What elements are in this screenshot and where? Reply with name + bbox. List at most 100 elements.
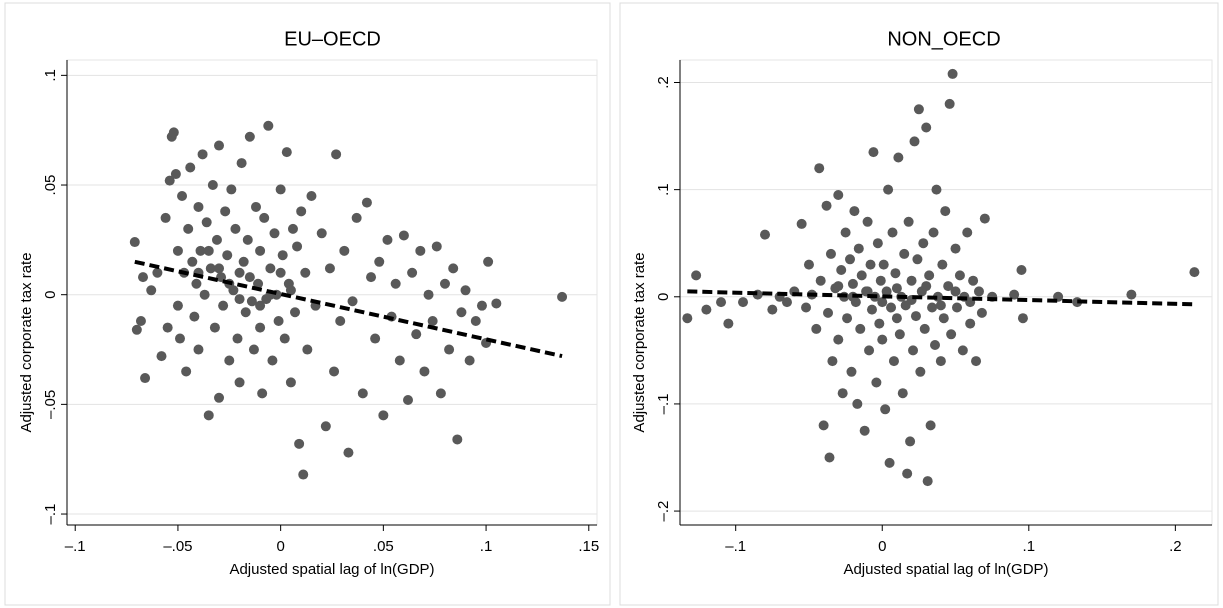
point	[837, 388, 848, 399]
point	[912, 254, 923, 265]
point	[351, 212, 362, 223]
point	[431, 241, 442, 252]
point	[1016, 265, 1027, 275]
point	[940, 206, 951, 217]
point	[403, 394, 414, 405]
point	[382, 234, 393, 245]
point	[244, 131, 255, 142]
point	[234, 267, 245, 278]
point	[905, 436, 916, 447]
point	[339, 245, 350, 256]
point	[483, 256, 494, 267]
point	[935, 300, 946, 311]
point	[224, 355, 235, 366]
point	[924, 270, 935, 281]
point	[877, 297, 888, 308]
point	[302, 344, 313, 355]
point	[716, 297, 727, 308]
point	[815, 275, 826, 286]
point	[347, 296, 358, 307]
point	[880, 404, 891, 415]
point	[881, 286, 892, 297]
x-tick-label: .1	[1023, 538, 1036, 555]
point	[244, 272, 255, 283]
point	[859, 425, 870, 436]
point	[131, 324, 142, 335]
point	[335, 316, 346, 327]
point	[965, 318, 976, 329]
point	[138, 272, 149, 283]
point	[883, 184, 894, 195]
x-tick-label: –.05	[163, 538, 192, 555]
point	[411, 329, 422, 340]
point	[331, 149, 342, 160]
point	[824, 452, 835, 463]
point	[294, 438, 305, 449]
point	[300, 267, 311, 278]
point	[862, 216, 873, 227]
point	[865, 259, 876, 270]
point	[874, 318, 885, 329]
point	[439, 278, 450, 289]
point	[796, 218, 807, 229]
point	[152, 267, 163, 278]
point	[185, 162, 196, 173]
point	[320, 421, 331, 432]
point	[164, 175, 175, 186]
point	[170, 169, 181, 180]
point	[1189, 267, 1200, 278]
y-axis-title: Adjusted corporate tax rate	[18, 252, 35, 432]
point	[415, 245, 426, 256]
point	[298, 469, 309, 480]
point	[821, 200, 832, 211]
point	[238, 256, 249, 267]
point	[279, 333, 290, 344]
x-axis-title: Adjusted spatial lag of ln(GDP)	[229, 561, 434, 578]
point	[246, 296, 257, 307]
y-tick-label: .2	[655, 76, 672, 89]
x-tick-label: .2	[1169, 538, 1182, 555]
point	[189, 311, 200, 322]
point	[234, 294, 245, 305]
point	[862, 286, 873, 297]
point	[921, 122, 932, 133]
point	[833, 334, 844, 345]
point	[891, 313, 902, 324]
point	[846, 366, 857, 377]
point	[183, 223, 194, 234]
point	[259, 212, 270, 223]
y-tick-label: –.1	[42, 504, 59, 525]
point	[781, 297, 792, 308]
point	[954, 270, 965, 281]
point	[946, 329, 957, 340]
point	[930, 340, 941, 350]
point	[971, 356, 982, 367]
x-tick-label: –.1	[65, 538, 86, 555]
point	[222, 250, 233, 261]
point	[193, 344, 204, 355]
point	[884, 457, 895, 468]
point	[394, 355, 405, 366]
point	[423, 289, 434, 300]
point	[419, 366, 430, 377]
point	[887, 227, 898, 238]
point	[257, 388, 268, 399]
point	[836, 265, 847, 275]
y-tick-label: .1	[655, 183, 672, 196]
point	[691, 270, 702, 281]
point	[129, 237, 140, 248]
point	[856, 270, 867, 281]
y-tick-label: –.05	[42, 390, 59, 419]
point	[357, 388, 368, 399]
point	[448, 263, 459, 274]
point	[218, 300, 229, 311]
point	[435, 388, 446, 399]
point	[866, 304, 877, 315]
point	[491, 298, 502, 309]
plot-area	[66, 59, 598, 526]
point	[760, 229, 771, 240]
point	[296, 206, 307, 217]
point	[818, 420, 829, 431]
point	[938, 313, 949, 324]
point	[135, 316, 146, 327]
